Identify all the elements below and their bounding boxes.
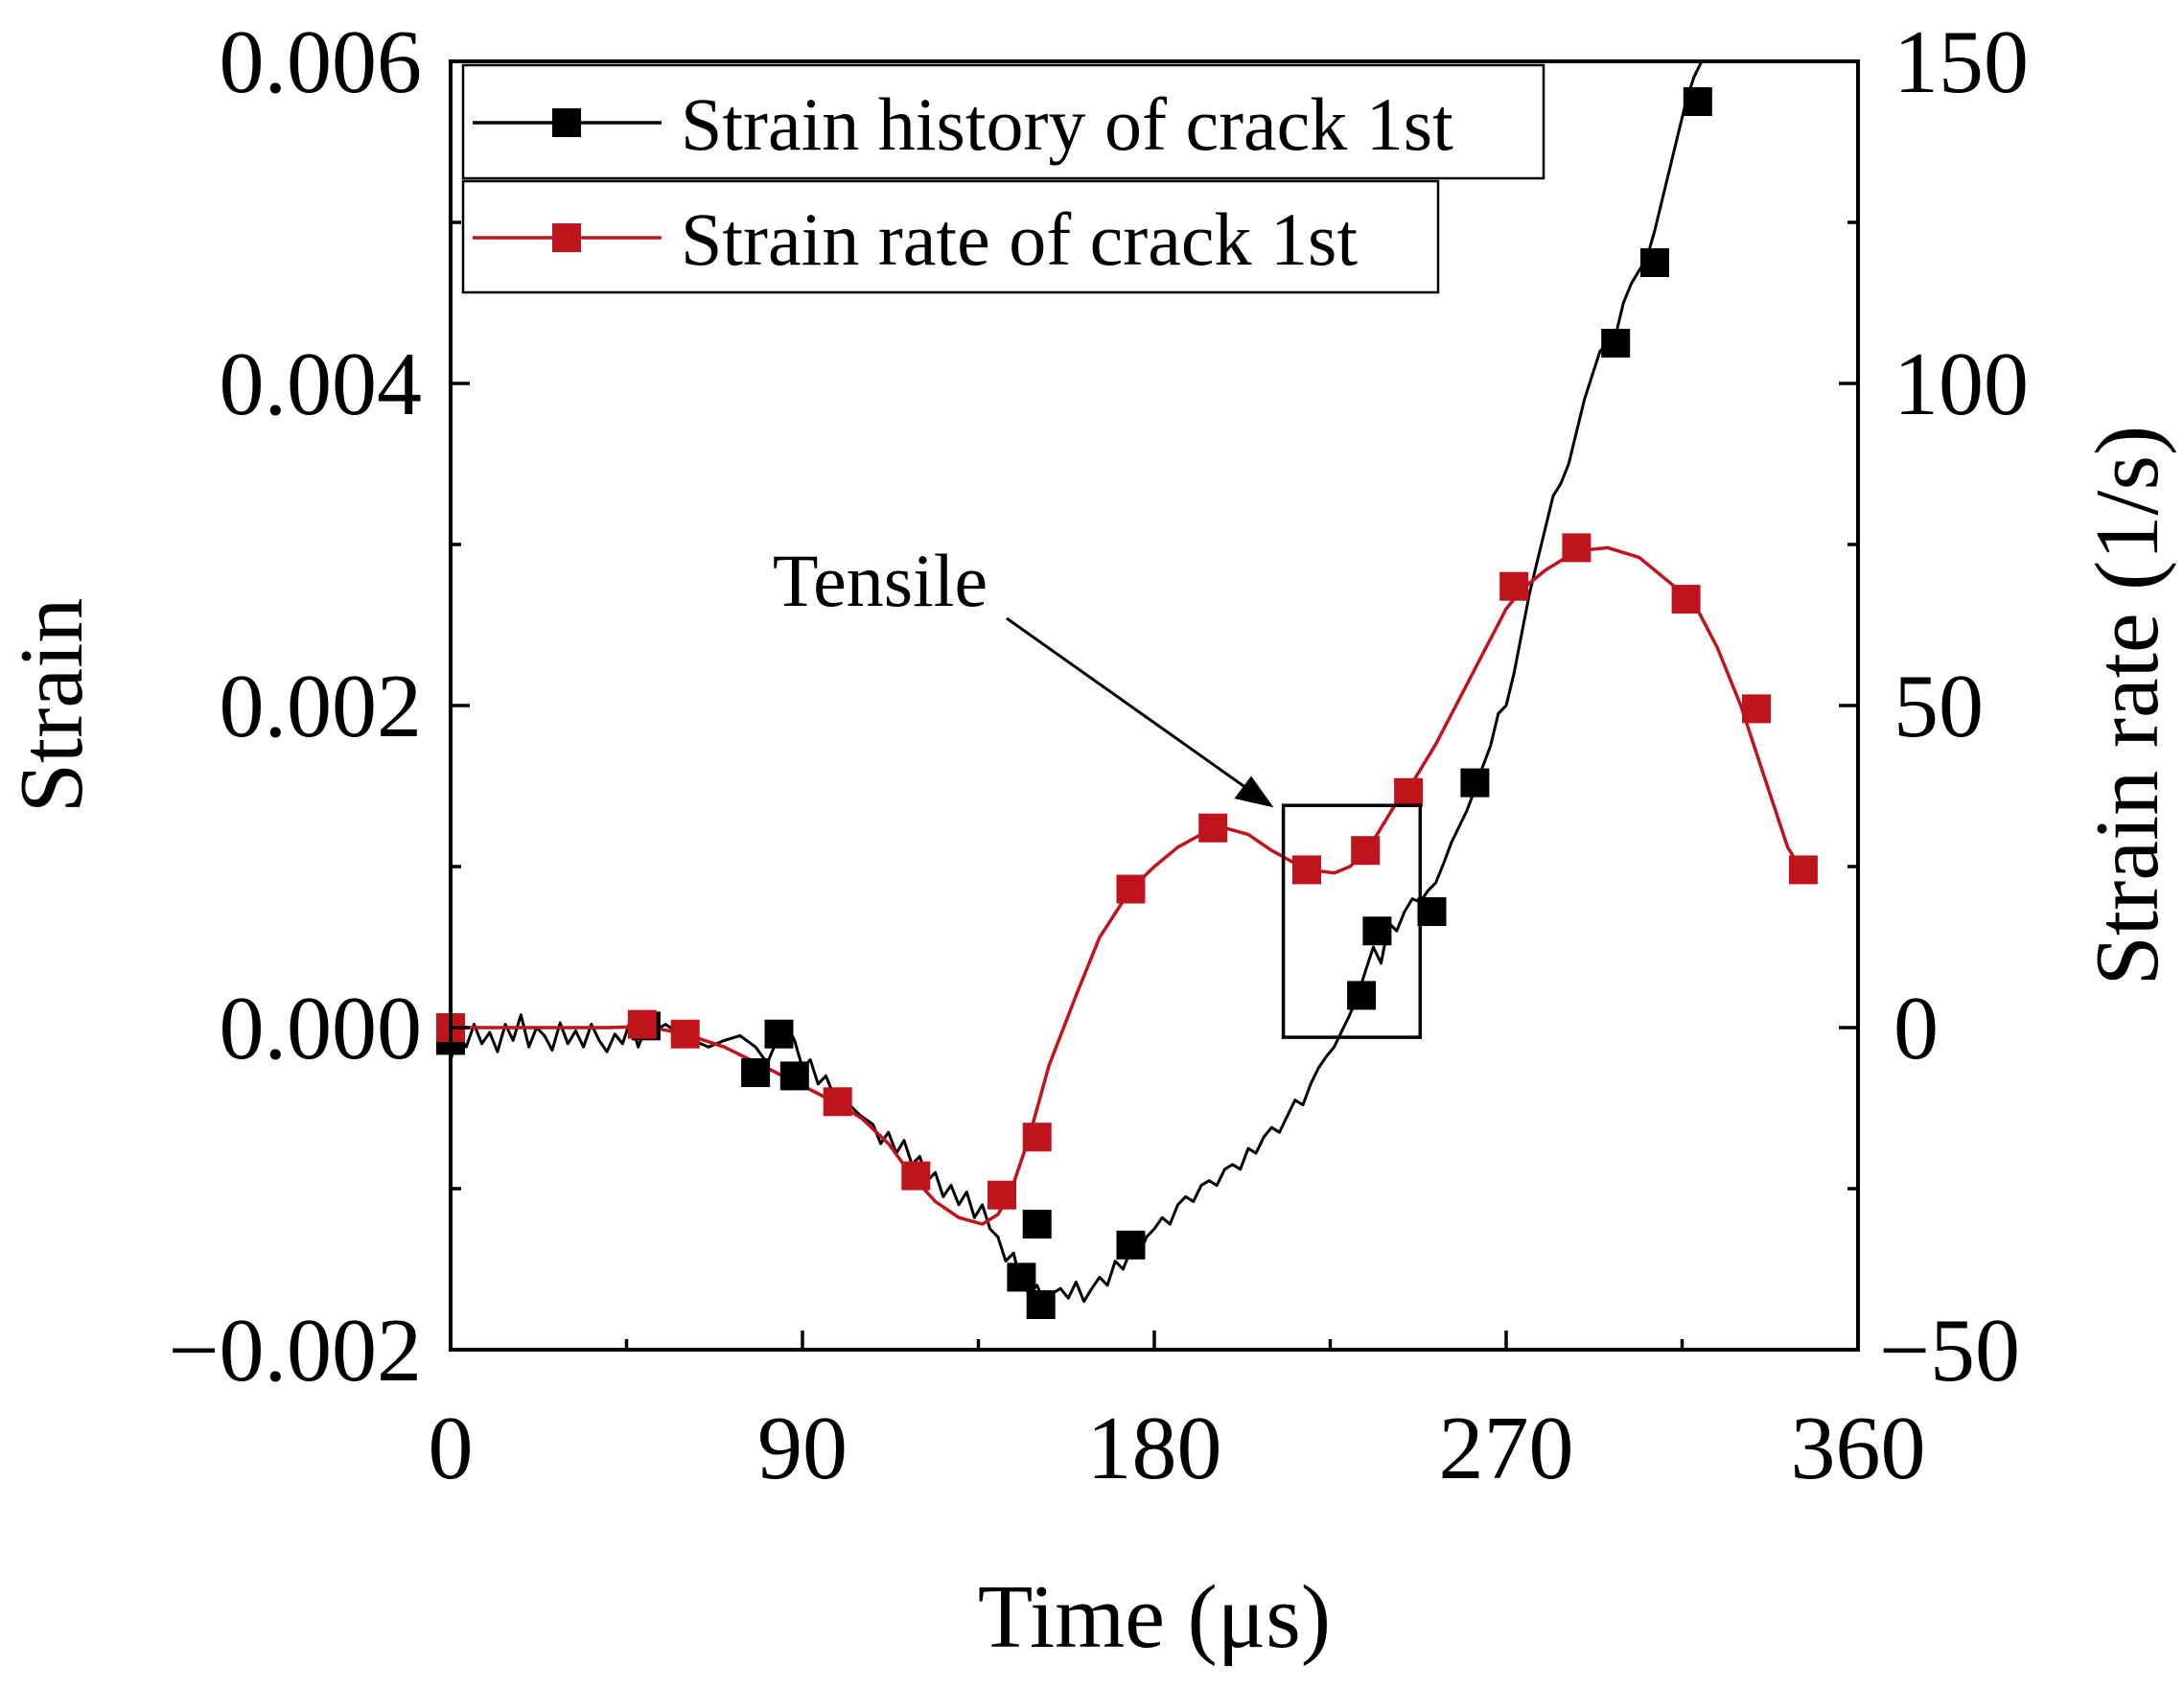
data-point-strain-rate <box>1499 571 1529 601</box>
legend-marker-strain <box>552 108 581 137</box>
x-tick-label: 360 <box>1791 1399 1926 1498</box>
data-point-strain <box>1362 916 1392 946</box>
data-point-strain-rate <box>1198 813 1228 843</box>
y-tick-label: 0.004 <box>220 335 423 434</box>
data-point-strain <box>741 1058 771 1087</box>
data-point-strain <box>1417 897 1447 926</box>
tensile-annotation: Tensile <box>773 539 1423 1039</box>
y-tick-label: 0.002 <box>220 657 423 756</box>
y-axis-title: Strain <box>2 598 102 814</box>
data-point-strain-rate <box>627 1009 657 1039</box>
legend-marker-strain-rate <box>552 223 581 252</box>
y-tick-label: −0.002 <box>168 1301 422 1401</box>
data-point-strain-rate <box>1292 855 1321 885</box>
legend-label-strain-rate: Strain rate of crack 1st <box>681 197 1358 281</box>
data-point-strain <box>1601 329 1631 358</box>
data-point-strain-rate <box>1788 855 1818 885</box>
legend-box-2 <box>461 179 1440 294</box>
data-point-strain-rate <box>1351 836 1381 866</box>
data-point-strain-rate <box>1116 874 1146 904</box>
data-point-strain-rate <box>1742 694 1771 724</box>
data-point-strain <box>764 1019 794 1049</box>
x-tick-label: 270 <box>1439 1399 1574 1498</box>
y2-tick-label: −50 <box>1879 1301 2020 1401</box>
data-point-strain-rate <box>1562 533 1592 563</box>
x-axis-title: Time (μs) <box>978 1567 1331 1667</box>
y-tick-label: 0.000 <box>220 979 423 1078</box>
y2-axis-title: Strain rate (1/s) <box>2078 426 2177 986</box>
data-point-strain <box>1640 248 1669 277</box>
data-point-strain-rate <box>1671 585 1701 614</box>
series-layer <box>436 61 1818 1319</box>
y-tick-label: 0.006 <box>220 12 423 112</box>
legend: Strain history of crack 1st Strain rate … <box>461 63 1545 294</box>
y2-tick-label: 150 <box>1894 12 2029 112</box>
x-tick-label: 90 <box>757 1399 848 1498</box>
data-point-strain-rate <box>670 1019 700 1049</box>
data-point-strain-rate <box>987 1180 1016 1210</box>
data-point-strain <box>1022 1210 1052 1239</box>
data-point-strain <box>779 1061 809 1091</box>
y2-tick-label: 50 <box>1894 657 1984 756</box>
tensile-arrow-line <box>1006 616 1247 790</box>
x-tick-label: 180 <box>1087 1399 1222 1498</box>
tick-layer <box>449 59 1860 1352</box>
data-point-strain <box>1007 1262 1036 1292</box>
data-point-strain-rate <box>901 1161 931 1191</box>
data-point-strain-rate <box>1394 777 1424 807</box>
tensile-box <box>1281 803 1423 1039</box>
data-point-strain <box>1347 981 1377 1010</box>
data-point-strain-rate <box>1022 1123 1052 1152</box>
y2-tick-label: 0 <box>1894 979 1939 1078</box>
legend-label-strain: Strain history of crack 1st <box>681 82 1453 166</box>
data-point-strain <box>1026 1290 1056 1319</box>
data-point-strain <box>1683 87 1712 116</box>
x-tick-label: 0 <box>429 1399 474 1498</box>
data-point-strain <box>1116 1230 1146 1260</box>
tensile-arrow-head <box>1234 776 1274 808</box>
y2-tick-label: 100 <box>1894 335 2029 434</box>
data-point-strain <box>1460 768 1490 798</box>
tensile-label: Tensile <box>773 539 987 622</box>
data-point-strain-rate <box>823 1087 852 1117</box>
